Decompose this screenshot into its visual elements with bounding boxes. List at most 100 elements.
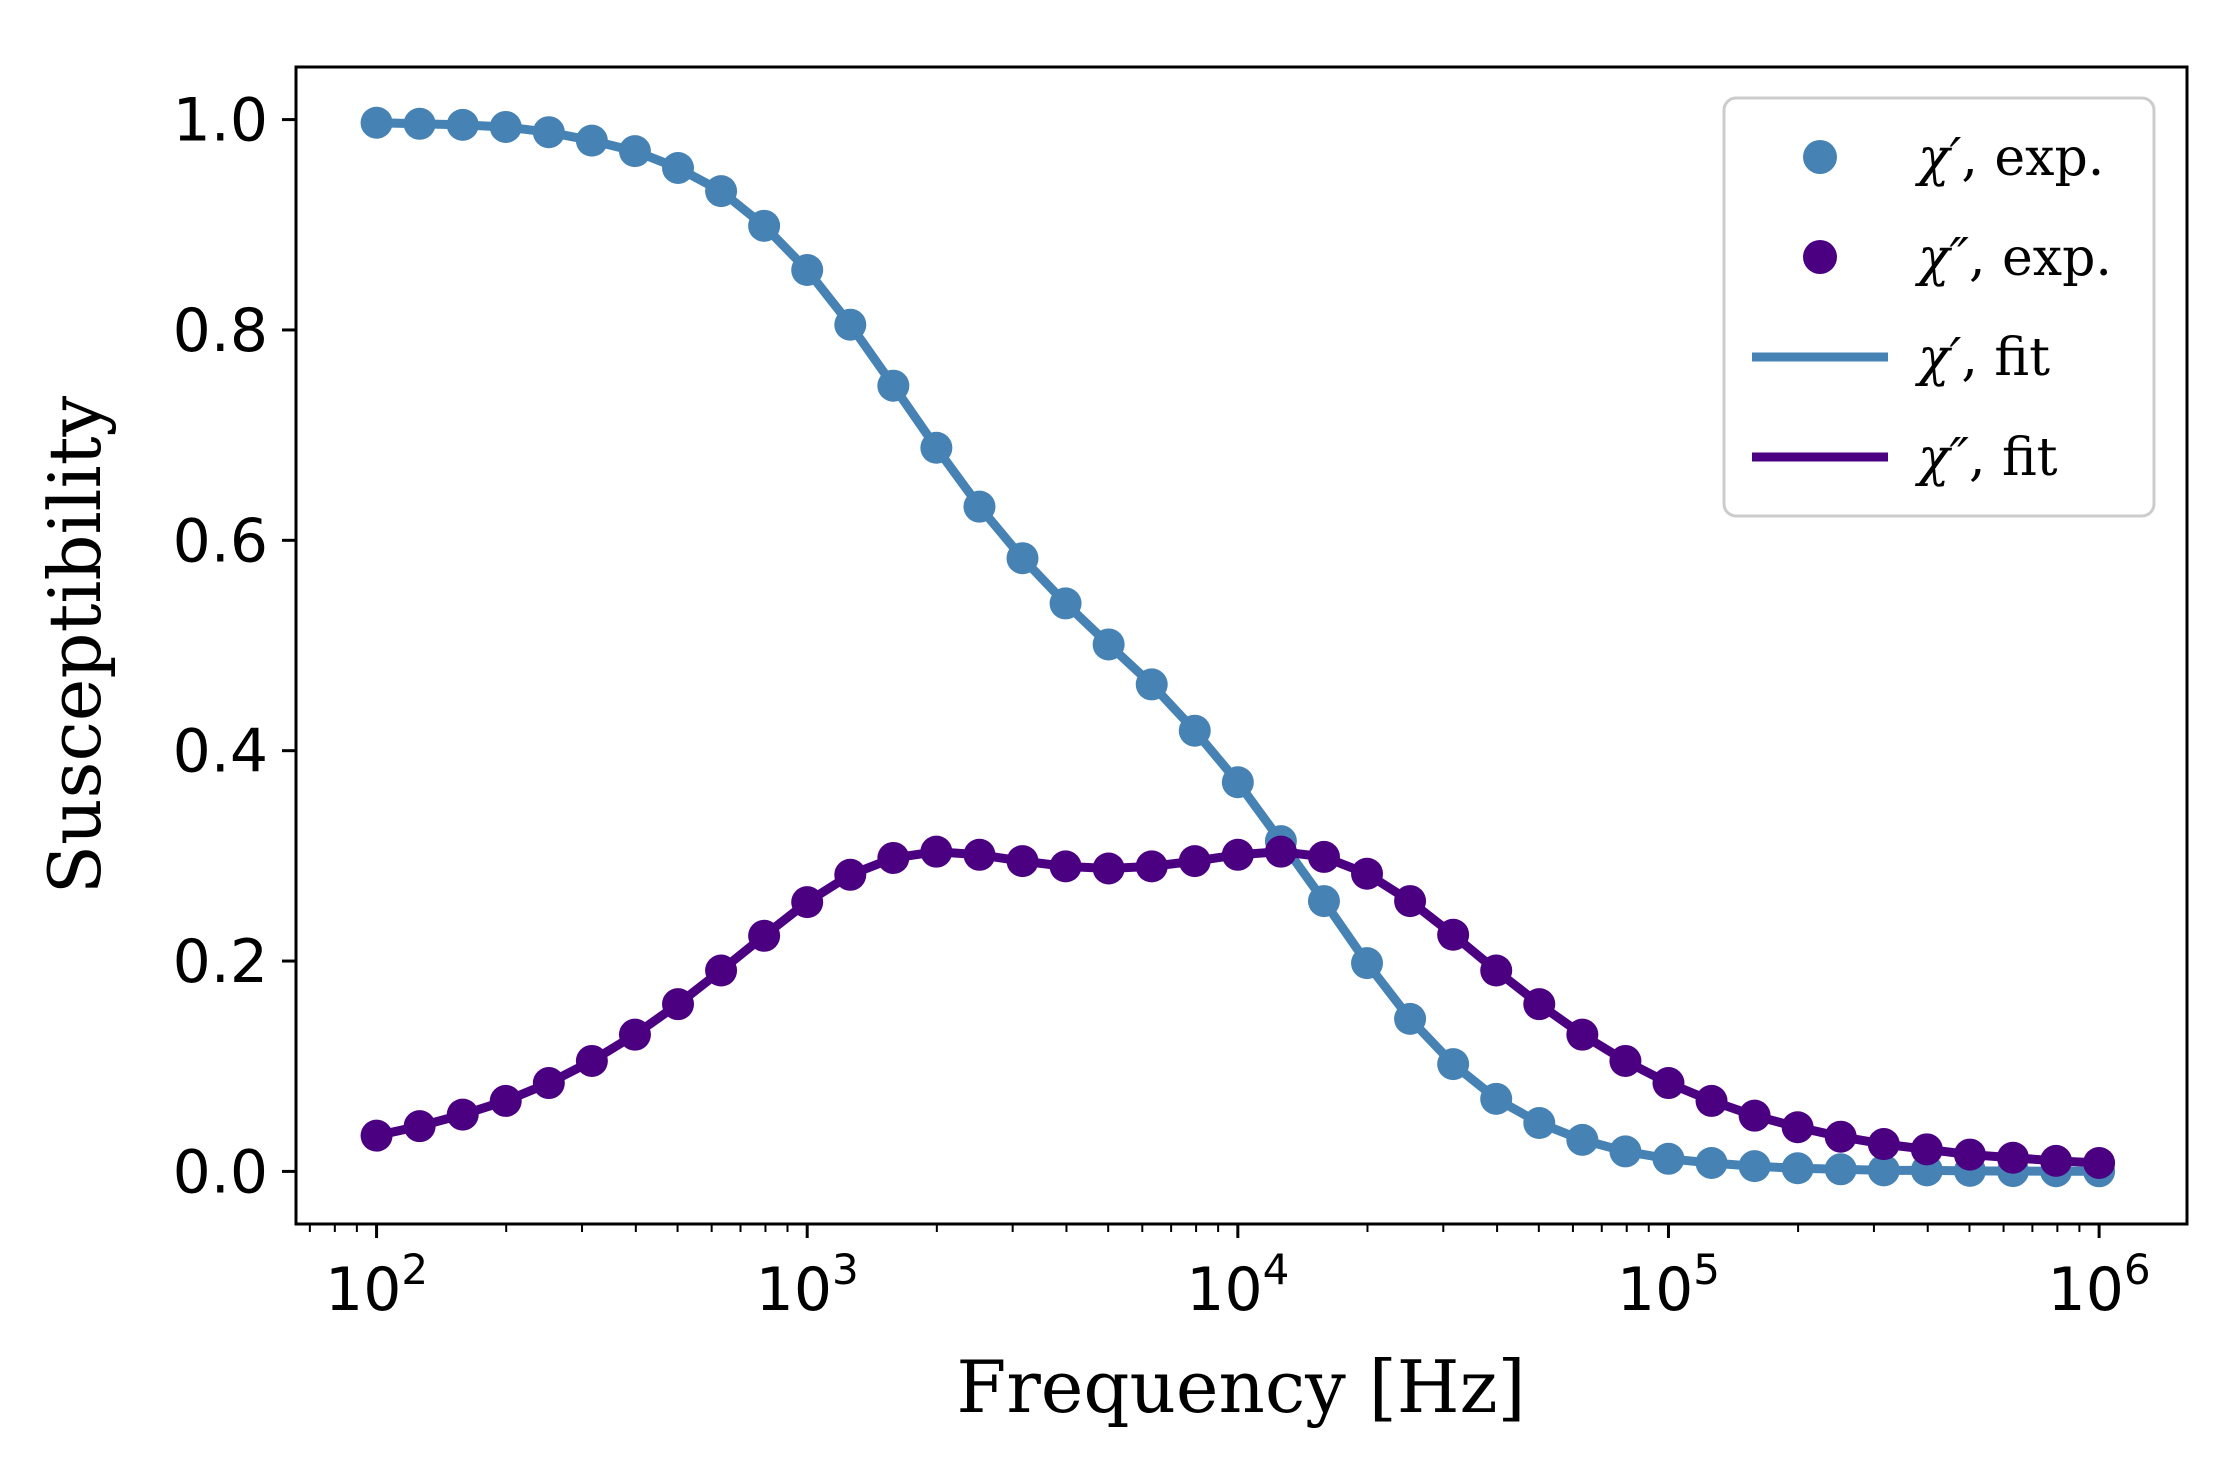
- legend-symbol: χ′: [1914, 328, 1962, 388]
- data-point: [963, 838, 996, 871]
- data-point: [489, 1084, 522, 1117]
- data-point: [662, 151, 695, 184]
- data-point: [1566, 1123, 1599, 1156]
- x-tick-exponent: 5: [1693, 1245, 1720, 1294]
- data-point: [1437, 918, 1470, 951]
- legend-suffix: , exp.: [1969, 228, 2112, 288]
- legend-suffix: , fit: [1969, 428, 2058, 488]
- data-point: [1781, 1111, 1814, 1144]
- data-point: [532, 1067, 565, 1100]
- data-point: [662, 988, 695, 1021]
- data-point: [1135, 668, 1168, 701]
- data-point: [748, 919, 781, 952]
- data-point: [877, 369, 910, 402]
- data-point: [705, 954, 738, 987]
- data-point: [1609, 1044, 1642, 1077]
- data-point: [791, 886, 824, 919]
- x-tick-base: 10: [325, 1255, 401, 1325]
- series-layer: [360, 106, 2116, 1188]
- data-point: [618, 135, 651, 168]
- data-point: [920, 431, 953, 464]
- data-point: [1351, 947, 1384, 980]
- x-tick-base: 10: [1186, 1255, 1262, 1325]
- data-point: [1049, 850, 1082, 883]
- data-point: [1566, 1018, 1599, 1051]
- x-tick-label: 104: [1186, 1245, 1289, 1325]
- data-point: [1006, 542, 1039, 575]
- data-point: [1307, 885, 1340, 918]
- data-point: [403, 1110, 436, 1143]
- legend-symbol: χ′: [1914, 128, 1962, 188]
- data-point: [1824, 1120, 1857, 1153]
- data-point: [1351, 857, 1384, 890]
- y-tick-label: 0.4: [173, 717, 268, 787]
- data-point: [705, 175, 738, 208]
- legend-label: χ″, exp.: [1914, 228, 2112, 288]
- x-tick-base: 10: [1617, 1255, 1693, 1325]
- data-point: [1264, 835, 1297, 868]
- y-axis-title: Susceptibility: [33, 395, 117, 894]
- data-point: [1394, 1002, 1427, 1035]
- data-point: [1480, 1082, 1513, 1115]
- data-point: [1480, 954, 1513, 987]
- data-point: [920, 835, 953, 868]
- data-point: [1996, 1141, 2029, 1174]
- x-tick-exponent: 3: [832, 1245, 859, 1294]
- data-point: [2083, 1146, 2116, 1179]
- data-point: [1523, 1107, 1556, 1140]
- y-tick-label: 0.8: [173, 296, 268, 366]
- data-point: [1092, 852, 1125, 885]
- x-tick-exponent: 2: [401, 1245, 428, 1294]
- legend-label: χ′, fit: [1914, 328, 2050, 388]
- data-point: [963, 490, 996, 523]
- x-tick-label: 105: [1617, 1245, 1720, 1325]
- data-point: [1178, 845, 1211, 878]
- data-point: [532, 116, 565, 149]
- legend-suffix: , exp.: [1961, 128, 2104, 188]
- data-point: [1609, 1135, 1642, 1168]
- data-point: [1049, 587, 1082, 620]
- x-tick-label: 102: [325, 1245, 428, 1325]
- data-point: [403, 107, 436, 140]
- data-point: [575, 124, 608, 157]
- data-point: [1652, 1067, 1685, 1100]
- data-point: [575, 1044, 608, 1077]
- data-point: [446, 108, 479, 141]
- data-point: [1953, 1138, 1986, 1171]
- data-point: [877, 841, 910, 874]
- legend-suffix: , fit: [1961, 328, 2050, 388]
- data-point: [489, 110, 522, 143]
- data-point: [1178, 714, 1211, 747]
- legend-marker: [1803, 140, 1837, 174]
- data-point: [360, 106, 393, 139]
- legend-label: χ′, exp.: [1914, 128, 2104, 188]
- y-tick-label: 0.0: [173, 1137, 268, 1207]
- data-point: [618, 1018, 651, 1051]
- legend-marker: [1803, 240, 1837, 274]
- data-point: [1221, 838, 1254, 871]
- data-point: [1781, 1152, 1814, 1185]
- data-point: [1135, 850, 1168, 883]
- x-tick-base: 10: [756, 1255, 832, 1325]
- data-point: [1695, 1146, 1728, 1179]
- data-point: [1738, 1099, 1771, 1132]
- x-tick-label: 106: [2048, 1245, 2151, 1325]
- data-point: [1092, 628, 1125, 661]
- y-tick-label: 1.0: [173, 86, 268, 156]
- data-point: [1394, 885, 1427, 918]
- data-point: [2040, 1144, 2073, 1177]
- data-point: [834, 308, 867, 341]
- data-point: [1006, 845, 1039, 878]
- y-tick-label: 0.6: [173, 506, 268, 576]
- data-point: [1910, 1133, 1943, 1166]
- x-tick-base: 10: [2048, 1255, 2124, 1325]
- data-point: [1867, 1128, 1900, 1161]
- data-point: [791, 254, 824, 287]
- legend-symbol: χ″: [1914, 428, 1970, 488]
- data-point: [446, 1098, 479, 1131]
- plot-frame: [294, 65, 2189, 1226]
- x-axis-title: Frequency [Hz]: [956, 1345, 1525, 1429]
- data-point: [1307, 840, 1340, 873]
